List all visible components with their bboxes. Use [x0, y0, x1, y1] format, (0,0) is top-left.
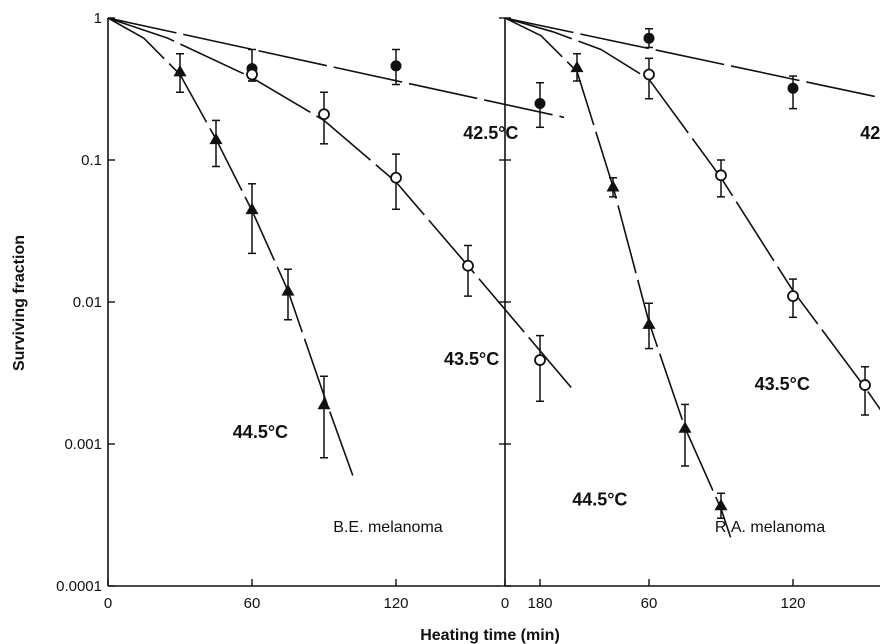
- panel-1-point-triangle: [281, 284, 295, 296]
- panel-2-point-filled-circle: [787, 82, 799, 94]
- panel-1-point-triangle: [317, 397, 331, 410]
- panel-2-temperature-label: 44.5°C: [572, 489, 627, 509]
- panel-1-temperature-label: 43.5°C: [444, 349, 499, 369]
- panel-2-point-filled-circle: [643, 32, 655, 44]
- panel-1-point-triangle: [209, 132, 223, 145]
- y-tick-label: 0.0001: [56, 578, 102, 595]
- panel-1-x-tick-label: 60: [244, 595, 261, 612]
- panel-2-point-open-circle: [787, 290, 799, 303]
- panel-1-point-open-circle: [246, 68, 258, 81]
- panel-1-point-filled-circle: [390, 60, 402, 72]
- x-axis-title: Heating time (min): [420, 627, 560, 644]
- panel-2-fit-line: [504, 17, 880, 411]
- panel-2-fit-line: [504, 17, 880, 99]
- panel-1-point-open-circle: [462, 259, 474, 272]
- panel-2-point-open-circle: [715, 169, 727, 182]
- panel-1-x-tick-label: 120: [383, 595, 408, 612]
- panel-2-point-triangle: [642, 317, 656, 329]
- y-tick-label: 0.01: [73, 294, 102, 311]
- axes: [107, 17, 880, 587]
- y-tick-label: 0.1: [81, 152, 102, 169]
- y-tick-label: 1: [94, 10, 102, 27]
- panel-2-x-tick-label: 0: [501, 595, 509, 612]
- panel-1-x-tick-label: 180: [527, 595, 552, 612]
- panel-1-point-triangle: [173, 64, 187, 77]
- panel-2-temperature-label: 43.5°C: [755, 374, 810, 394]
- panel-1-point-open-circle: [390, 171, 402, 184]
- panel-1-fit-line: [107, 17, 565, 119]
- panel-2-temperature-label: 42.5°C: [860, 123, 880, 143]
- panel-2-point-triangle: [570, 60, 584, 73]
- y-axis-title: Surviving fraction: [11, 235, 28, 371]
- panel-1-point-filled-circle: [534, 97, 546, 109]
- data-points: [173, 28, 871, 519]
- panel-1-temperature-label: 44.5°C: [233, 422, 288, 442]
- panel-2-point-triangle: [678, 421, 692, 433]
- panel-2-point-open-circle: [859, 379, 871, 391]
- panel-2-title: R.A. melanoma: [715, 519, 825, 536]
- panel-2-x-tick-label: 120: [780, 595, 805, 612]
- panel-1-temperature-label: 42.5°C: [463, 123, 518, 143]
- panel-2-point-triangle: [606, 180, 620, 192]
- panel-2-point-open-circle: [643, 68, 655, 81]
- panel-1-title: B.E. melanoma: [333, 519, 442, 536]
- panel-2-x-tick-label: 60: [641, 595, 658, 612]
- panel-1-point-triangle: [245, 202, 259, 215]
- fit-lines: [107, 17, 880, 538]
- panel-1-point-open-circle: [534, 354, 546, 366]
- panel-1-x-tick-label: 0: [104, 595, 112, 612]
- y-tick-label: 0.001: [64, 436, 102, 453]
- panel-1-point-open-circle: [318, 108, 330, 121]
- panel-1-fit-line: [107, 17, 354, 476]
- panel-2-point-triangle: [714, 498, 728, 511]
- panel-2-fit-line: [504, 17, 732, 538]
